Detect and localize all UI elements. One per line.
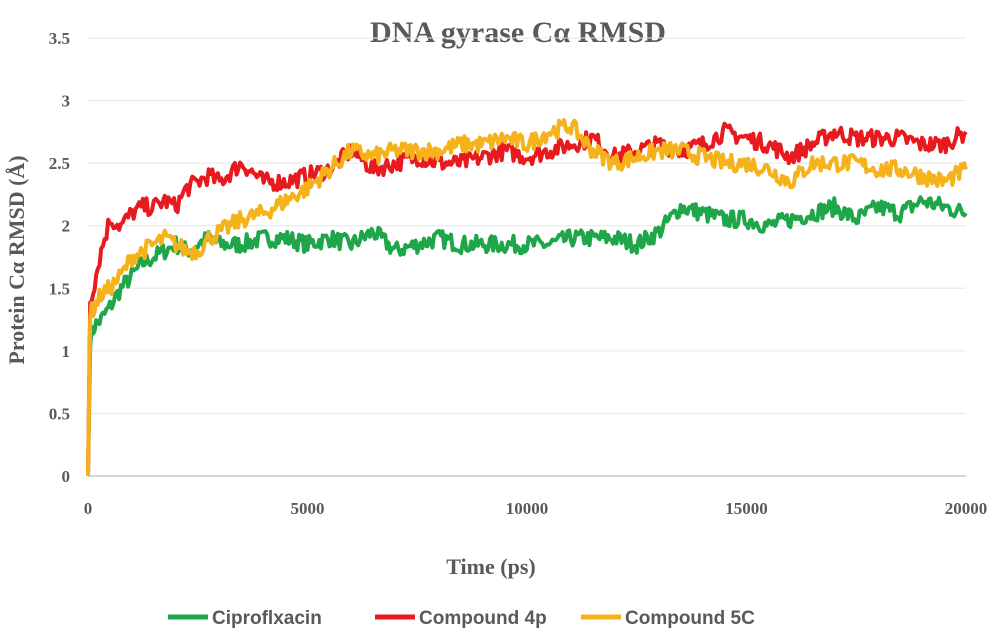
legend-label: Ciproflxacin (212, 608, 322, 629)
y-axis-title: Protein Cα RMSD (Å) (4, 155, 29, 364)
x-tick-label: 15000 (725, 499, 768, 518)
series-lines (86, 118, 968, 477)
y-tick-label: 2 (62, 217, 71, 236)
series-line-3 (86, 118, 968, 477)
x-tick-label: 5000 (291, 499, 325, 518)
series-line-2 (86, 121, 968, 477)
x-axis-title: Time (ps) (446, 554, 535, 579)
x-tick-labels: 0 5000 10000 15000 20000 (84, 499, 988, 518)
x-tick-label: 20000 (945, 499, 988, 518)
y-tick-label: 2.5 (49, 154, 70, 173)
series-line-1 (86, 195, 968, 477)
legend: Ciproflxacin Compound 4p Compound 5C (168, 608, 755, 629)
y-tick-label: 0 (62, 467, 71, 486)
y-tick-label: 3 (62, 92, 71, 111)
legend-label: Compound 4p (419, 608, 547, 629)
y-tick-label: 3.5 (49, 29, 70, 48)
chart-title: DNA gyrase Cα RMSD (370, 16, 666, 49)
y-tick-labels: 0 0.5 1 1.5 2 2.5 3 3.5 (49, 29, 70, 486)
y-tick-label: 1.5 (49, 279, 70, 298)
y-tick-label: 0.5 (49, 404, 70, 423)
x-tick-label: 0 (84, 499, 93, 518)
legend-label: Compound 5C (625, 608, 755, 629)
y-tick-label: 1 (62, 342, 71, 361)
x-tick-label: 10000 (506, 499, 549, 518)
